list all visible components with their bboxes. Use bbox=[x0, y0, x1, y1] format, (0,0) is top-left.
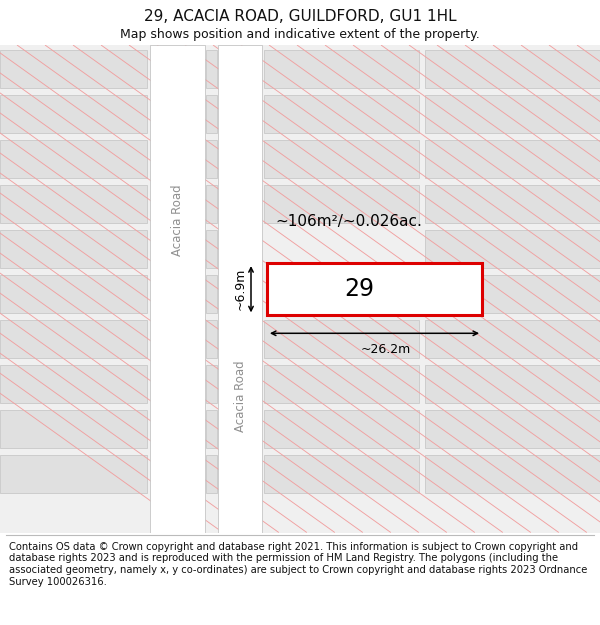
Bar bbox=[206, 140, 217, 178]
Bar bbox=[150, 45, 205, 532]
Bar bbox=[264, 95, 419, 133]
Bar bbox=[264, 50, 419, 88]
Bar bbox=[264, 140, 419, 178]
Bar bbox=[206, 411, 217, 448]
Bar bbox=[206, 366, 217, 403]
Bar bbox=[0, 50, 147, 88]
Text: 29: 29 bbox=[344, 278, 374, 301]
Bar bbox=[206, 185, 217, 223]
Bar bbox=[206, 230, 217, 268]
Bar bbox=[0, 140, 147, 178]
Bar bbox=[425, 456, 600, 494]
Bar bbox=[0, 411, 147, 448]
Bar bbox=[206, 320, 217, 358]
Bar bbox=[206, 50, 217, 88]
Bar bbox=[425, 411, 600, 448]
Bar bbox=[264, 320, 419, 358]
Bar bbox=[0, 95, 147, 133]
Bar bbox=[0, 320, 147, 358]
Bar bbox=[425, 50, 600, 88]
Text: Map shows position and indicative extent of the property.: Map shows position and indicative extent… bbox=[120, 28, 480, 41]
Bar bbox=[425, 185, 600, 223]
Bar bbox=[206, 456, 217, 494]
Bar bbox=[218, 45, 262, 532]
Text: ~106m²/~0.026ac.: ~106m²/~0.026ac. bbox=[275, 214, 422, 229]
Text: Acacia Road: Acacia Road bbox=[171, 185, 184, 256]
Text: Acacia Road: Acacia Road bbox=[233, 360, 247, 432]
Bar bbox=[267, 263, 482, 315]
Bar bbox=[264, 411, 419, 448]
Text: ~26.2m: ~26.2m bbox=[360, 343, 410, 356]
Bar bbox=[264, 366, 419, 403]
Text: 29, ACACIA ROAD, GUILDFORD, GU1 1HL: 29, ACACIA ROAD, GUILDFORD, GU1 1HL bbox=[143, 9, 457, 24]
Bar bbox=[0, 275, 147, 313]
Bar bbox=[0, 185, 147, 223]
Bar bbox=[425, 366, 600, 403]
Bar bbox=[425, 275, 600, 313]
Bar bbox=[0, 456, 147, 494]
Bar bbox=[206, 275, 217, 313]
Bar bbox=[264, 185, 419, 223]
Bar bbox=[425, 95, 600, 133]
Bar bbox=[264, 456, 419, 494]
Bar bbox=[0, 230, 147, 268]
Bar bbox=[206, 95, 217, 133]
Text: Contains OS data © Crown copyright and database right 2021. This information is : Contains OS data © Crown copyright and d… bbox=[9, 542, 587, 586]
Bar bbox=[425, 320, 600, 358]
Bar bbox=[0, 366, 147, 403]
Bar bbox=[425, 140, 600, 178]
Text: ~6.9m: ~6.9m bbox=[234, 268, 247, 311]
Bar bbox=[425, 230, 600, 268]
